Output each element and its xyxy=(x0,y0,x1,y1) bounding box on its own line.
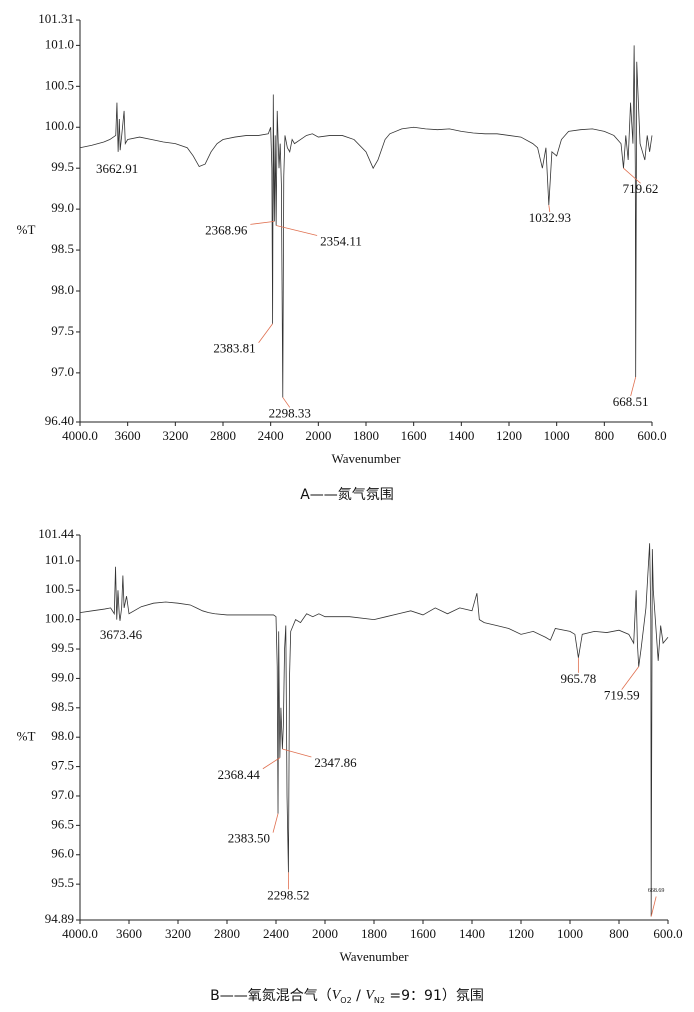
annotation-label: 3673.46 xyxy=(100,627,143,642)
y-tick-label: 97.5 xyxy=(51,758,74,773)
x-tick-label: 1800 xyxy=(361,926,387,941)
y-tick-label: 101.31 xyxy=(38,11,74,26)
x-tick-label: 600.0 xyxy=(637,428,666,443)
x-tick-label: 3600 xyxy=(115,428,141,443)
x-tick-label: 800 xyxy=(609,926,629,941)
annotation-label: 668.69 xyxy=(648,888,665,894)
y-tick-label: 98.0 xyxy=(51,282,74,297)
x-tick-label: 1400 xyxy=(459,926,485,941)
y-tick-label: 99.5 xyxy=(51,640,74,655)
y-tick-label: 100.0 xyxy=(45,118,74,133)
annotation-label: 719.62 xyxy=(623,181,659,196)
annotation-label: 2383.81 xyxy=(213,341,255,356)
x-axis-label: Wavenumber xyxy=(332,451,402,466)
x-tick-label: 4000.0 xyxy=(62,926,98,941)
x-tick-label: 1000 xyxy=(544,428,570,443)
caption: B——氧氮混合气（VO2 / VN2 =9：91）氛围 xyxy=(210,988,484,1005)
y-tick-label: 95.5 xyxy=(51,875,74,890)
y-tick-label: 96.5 xyxy=(51,816,74,831)
annotation-leader xyxy=(630,376,637,397)
caption-part: B——氧氮混合气（ xyxy=(210,988,332,1004)
annotation-label: 1032.93 xyxy=(529,210,571,225)
y-tick-label: 97.0 xyxy=(51,364,74,379)
annotation-leader xyxy=(250,221,275,225)
annotation-leader xyxy=(258,323,273,343)
y-tick-label: 101.0 xyxy=(45,36,74,51)
y-tick-label: 98.5 xyxy=(51,699,74,714)
annotation-label: 2368.44 xyxy=(218,767,261,782)
y-tick-label: 96.40 xyxy=(45,413,74,428)
y-tick-label: 98.5 xyxy=(51,241,74,256)
annotation-label: 668.51 xyxy=(613,394,649,409)
y-tick-label: 100.5 xyxy=(45,77,74,92)
x-tick-label: 3200 xyxy=(165,926,191,941)
x-tick-label: 3200 xyxy=(162,428,188,443)
annotation-label: 2383.50 xyxy=(228,831,270,846)
x-tick-label: 2800 xyxy=(214,926,240,941)
annotation-leader xyxy=(282,748,312,758)
spectrum-line xyxy=(79,45,653,398)
y-tick-label: 96.0 xyxy=(51,846,74,861)
y-tick-label: 94.89 xyxy=(45,911,74,926)
y-tick-label: 100.5 xyxy=(45,581,74,596)
caption-part: V xyxy=(332,988,342,1003)
caption: A——氮气氛围 xyxy=(300,487,394,503)
y-tick-label: 97.0 xyxy=(51,787,74,802)
y-tick-label: 99.0 xyxy=(51,669,74,684)
x-tick-label: 1600 xyxy=(401,428,427,443)
x-tick-label: 1600 xyxy=(410,926,436,941)
x-tick-label: 2400 xyxy=(258,428,284,443)
spectrum-line xyxy=(79,543,669,917)
y-tick-label: 98.0 xyxy=(51,728,74,743)
x-axis-label: Wavenumber xyxy=(340,949,410,964)
annotation-leader xyxy=(276,225,318,236)
annotation-label: 2368.96 xyxy=(205,222,248,237)
annotation-leader xyxy=(621,666,640,690)
caption-part: V xyxy=(365,988,375,1003)
y-tick-label: 101.44 xyxy=(38,526,74,541)
annotation-leader xyxy=(272,813,279,833)
annotation-label: 2347.86 xyxy=(314,755,357,770)
x-tick-label: 1400 xyxy=(448,428,474,443)
annotation-label: 719.59 xyxy=(604,688,640,703)
x-tick-label: 1200 xyxy=(496,428,522,443)
x-tick-label: 1000 xyxy=(557,926,583,941)
annotation-label: 3662.91 xyxy=(96,161,138,176)
x-tick-label: 2000 xyxy=(312,926,338,941)
x-tick-label: 2800 xyxy=(210,428,236,443)
annotation-leader xyxy=(262,757,281,770)
y-tick-label: 100.0 xyxy=(45,611,74,626)
y-axis-label: %T xyxy=(17,728,36,743)
caption-part: / xyxy=(352,988,366,1004)
x-tick-label: 600.0 xyxy=(653,926,682,941)
y-tick-label: 97.5 xyxy=(51,323,74,338)
annotation-label: 2298.33 xyxy=(269,405,311,420)
y-axis-label: %T xyxy=(17,222,36,237)
caption-part: O2 xyxy=(340,996,351,1005)
y-tick-label: 99.5 xyxy=(51,159,74,174)
annotation-leader xyxy=(548,204,551,213)
annotation-label: 2298.52 xyxy=(267,887,309,902)
annotation-leader xyxy=(650,896,657,917)
x-tick-label: 1200 xyxy=(508,926,534,941)
annotation-leader xyxy=(282,397,291,408)
x-tick-label: 800 xyxy=(595,428,615,443)
annotation-label: 2354.11 xyxy=(320,233,362,248)
x-tick-label: 1800 xyxy=(353,428,379,443)
x-tick-label: 2400 xyxy=(263,926,289,941)
caption-part: =9：91）氛围 xyxy=(385,988,484,1004)
annotation-leader xyxy=(623,167,641,184)
caption-part: N2 xyxy=(374,996,385,1005)
x-tick-label: 4000.0 xyxy=(62,428,98,443)
y-tick-label: 101.0 xyxy=(45,552,74,567)
x-tick-label: 3600 xyxy=(116,926,142,941)
caption-part: A——氮气氛围 xyxy=(300,487,394,503)
x-tick-label: 2000 xyxy=(305,428,331,443)
annotation-label: 965.78 xyxy=(561,671,597,686)
y-tick-label: 99.0 xyxy=(51,200,74,215)
